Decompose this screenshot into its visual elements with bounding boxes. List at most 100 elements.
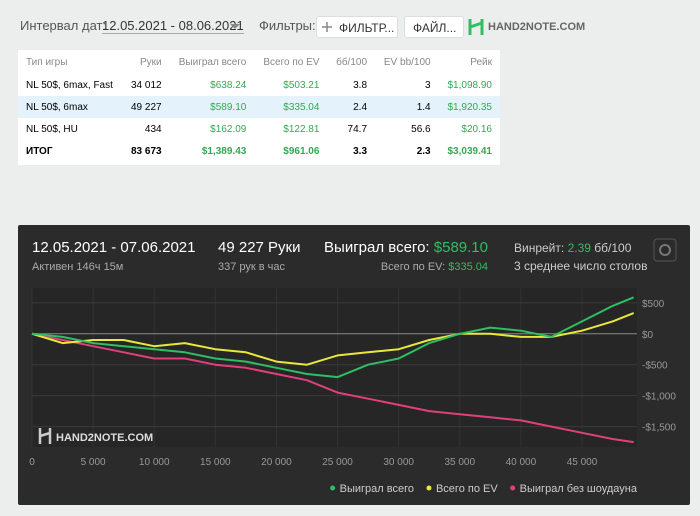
table-cell: $589.10 [169, 96, 255, 118]
table-cell: $162.09 [210, 123, 247, 135]
legend-label: Выиграл без шоудауна [520, 483, 638, 495]
header-cell: EV bb/100 [383, 56, 431, 68]
legend-marker [330, 485, 336, 491]
stats-table-box: Тип игры Руки Выиграл всего Всего по EV бб/1… [18, 50, 500, 165]
table-cell: 1.4 [375, 96, 439, 118]
table-cell: $638.24 [210, 79, 247, 91]
table-cell: 56.6 [411, 123, 431, 135]
x-tick-label: 35 000 [444, 457, 475, 468]
table-cell: 83 673 [130, 145, 162, 157]
header-cell: Всего по EV [263, 56, 320, 68]
gear-icon [659, 244, 671, 256]
winrate-value: 2.39 [568, 241, 592, 255]
table-cell: 2.3 [416, 145, 431, 157]
dropdown-arrow [230, 24, 240, 29]
ev-value: $335.04 [448, 261, 488, 273]
table-cell: 3.8 [353, 79, 368, 91]
file-button[interactable]: ФАЙЛ... [404, 16, 464, 38]
winrate: Винрейт: 2.39 бб/100 [514, 241, 632, 255]
y-tick-label: $500 [642, 299, 665, 310]
interval[interactable]: 12.05.2021 - 08.06.2021 [102, 18, 244, 34]
watermark: HAND2NOTE.COM [56, 432, 153, 444]
table-row: NL 50$, HU 434 $162.09 $122.81 74.7 56.6 $20.1… [18, 118, 500, 140]
table-cell: $3,039.41 [447, 145, 493, 157]
table-cell: $1,920.35 [438, 96, 500, 118]
y-tick-label: -$500 [642, 361, 668, 372]
header-cell: Рейк [470, 56, 492, 68]
x-tick-label: 25 000 [322, 457, 353, 468]
table-cell: 3.3 [353, 145, 368, 157]
table-cell: $503.21 [283, 79, 320, 91]
hands: 49 227 Руки [218, 239, 301, 256]
active: Активен 146ч 15м [32, 261, 123, 273]
table-cell: $1,389.43 [201, 145, 247, 157]
x-tick-label: 15 000 [200, 457, 231, 468]
series-line [31, 296, 635, 379]
legend-marker [426, 485, 432, 491]
ev: Всего по EV: $335.04 [381, 261, 488, 273]
legend-label: Выиграл всего [340, 483, 414, 495]
tables: 3 среднее число столов [514, 259, 647, 273]
table-cell: NL 50$, 6max [18, 96, 123, 118]
legend-marker [510, 485, 516, 491]
series-line [31, 312, 635, 366]
table-cell: ИТОГ [26, 145, 53, 157]
header-row: Тип игры Руки Выиграл всего Всего по EV бб/1… [18, 50, 500, 74]
table-cell: $335.04 [254, 96, 328, 118]
plus-icon [322, 22, 332, 32]
legend-label: Всего по EV [436, 483, 498, 495]
won-value: $589.10 [434, 239, 488, 256]
table-row: NL 50$, 6max, Fast 34 012 $638.24 $503.21 3.… [18, 74, 500, 96]
x-tick-label: 45 000 [567, 457, 598, 468]
winrate-label: Винрейт: [514, 241, 564, 255]
table-cell: $1,098.90 [447, 79, 493, 91]
y-tick-label: -$1,500 [642, 423, 676, 434]
header-cell: Руки [139, 56, 162, 68]
won: Выиграл всего: $589.10 [324, 239, 488, 256]
table-cell: NL 50$, 6max, Fast [26, 79, 113, 91]
won-label: Выиграл всего: [324, 239, 430, 256]
stats-table: Тип игры Руки Выиграл всего Всего по EV бб/1… [18, 50, 500, 162]
table-cell: $20.16 [461, 123, 492, 135]
table-cell: 434 [144, 123, 162, 135]
table-cell: 74.7 [347, 123, 368, 135]
logo-icon [468, 19, 484, 35]
x-tick-label: 0 [29, 457, 35, 468]
interval-label: Интервал дат: [20, 18, 107, 33]
table-cell: $122.81 [283, 123, 320, 135]
chart-panel: 12.05.2021 - 07.06.2021 Активен 146ч 15м… [18, 225, 690, 505]
chart: 12.05.2021 - 07.06.2021 Активен 146ч 15м… [29, 238, 677, 495]
header-cell: Выиграл всего [178, 56, 247, 68]
table-row: ИТОГ 83 673 $1,389.43 $961.06 3.3 2.3 $3,039.4… [18, 140, 500, 162]
x-tick-label: 20 000 [261, 457, 292, 468]
table-cell: 34 012 [130, 79, 162, 91]
header-cell: Тип игры [26, 56, 68, 68]
table-cell: NL 50$, HU [26, 123, 78, 135]
x-tick-label: 5 000 [81, 457, 106, 468]
filter-button[interactable]: ФИЛЬТР... [316, 16, 398, 38]
winrate-unit: бб/100 [594, 241, 631, 255]
watermark-icon [38, 428, 52, 444]
y-tick-label: -$1,000 [642, 392, 676, 403]
header-cell: бб/100 [336, 56, 368, 68]
x-tick-label: 30 000 [383, 457, 414, 468]
x-tick-label: 10 000 [139, 457, 170, 468]
y-tick-label: $0 [642, 330, 654, 341]
period: 12.05.2021 - 07.06.2021 [32, 239, 195, 256]
table-cell: $961.06 [283, 145, 320, 157]
table-row: NL 50$, 6max 49 227 $589.10 $335.04 2.4 1.4 $1… [18, 96, 500, 118]
filter-button-text: ФИЛЬТР... [339, 21, 395, 35]
logo: HAND2NOTE.COM [488, 21, 586, 33]
ev-label: Всего по EV: [381, 261, 445, 273]
settings-button[interactable] [653, 238, 677, 262]
filters-label: Фильтры: [259, 18, 316, 33]
table-cell: 3 [425, 79, 431, 91]
hands-per-hour: 337 рук в час [218, 261, 286, 273]
series-line [31, 332, 634, 444]
file-button-text: ФАЙЛ... [413, 21, 457, 35]
plot-area [32, 288, 637, 447]
table-cell: 49 227 [122, 96, 170, 118]
table-cell: 2.4 [327, 96, 376, 118]
x-tick-label: 40 000 [506, 457, 537, 468]
